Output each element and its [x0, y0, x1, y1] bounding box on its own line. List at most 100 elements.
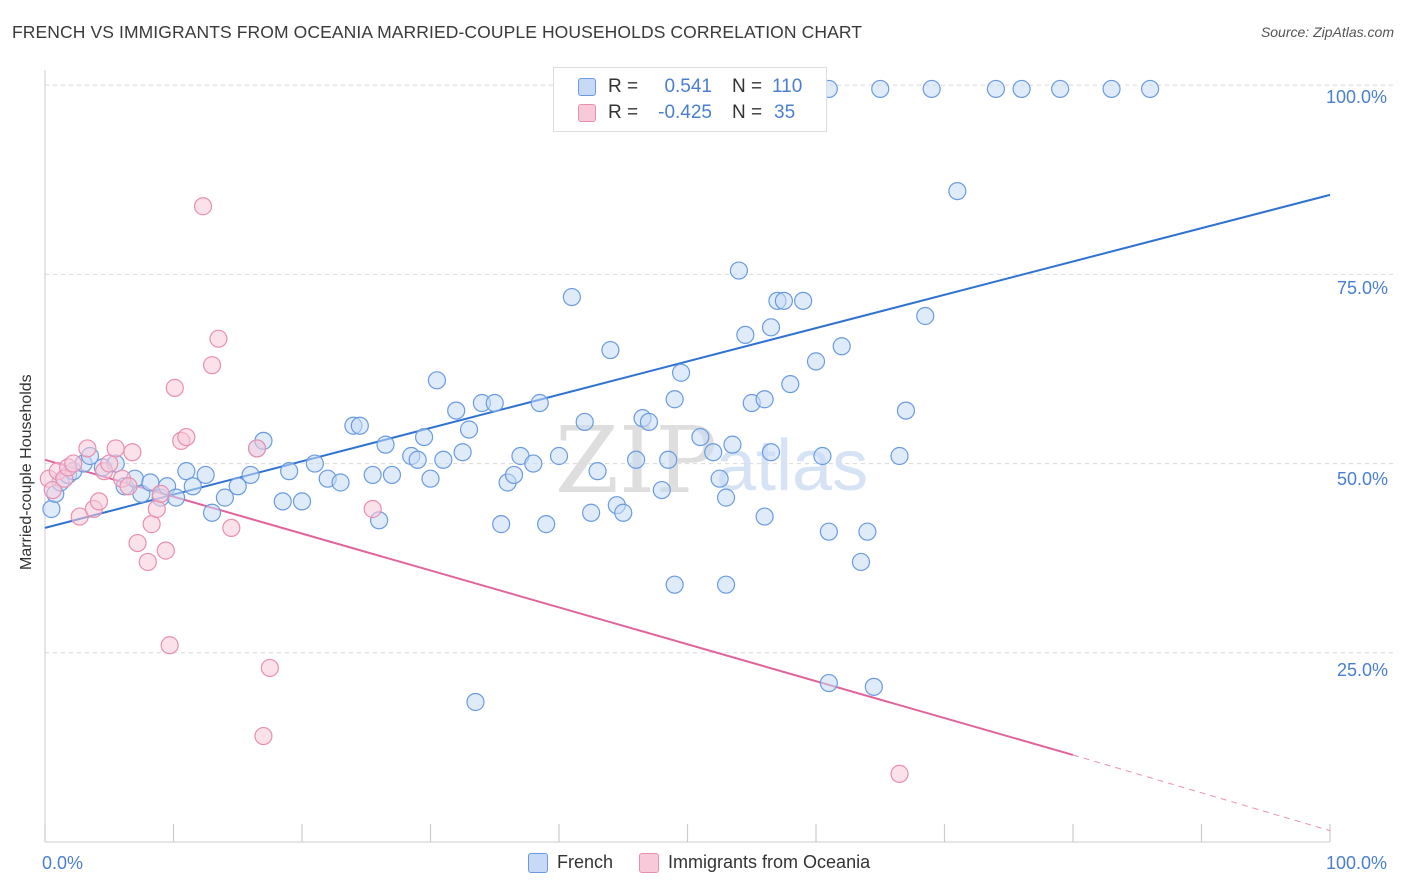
point-french [177, 462, 196, 481]
series-legend-french: French [528, 852, 613, 873]
point-french [871, 79, 890, 99]
point-french [447, 401, 466, 420]
axes [44, 70, 1331, 843]
point-oceania [209, 329, 228, 348]
point-french [716, 575, 736, 594]
point-oceania [177, 427, 196, 447]
point-french [626, 450, 646, 469]
point-french [582, 503, 601, 522]
point-oceania [151, 484, 170, 503]
point-french [665, 575, 684, 594]
point-french [421, 469, 440, 488]
legend-r-value: 0.541 [664, 76, 712, 97]
point-oceania [100, 454, 119, 473]
legend-n-label: N = [732, 102, 763, 123]
point-french [774, 291, 793, 310]
point-french [851, 552, 871, 572]
series-swatch-blue [528, 852, 548, 873]
legend-row-oceania: R = -0.425 N = 35 [578, 101, 795, 125]
point-french [575, 412, 594, 432]
point-french [794, 291, 813, 310]
point-french [671, 363, 691, 382]
point-french [485, 393, 504, 413]
point-french [215, 488, 234, 507]
point-french [414, 427, 434, 447]
point-oceania [70, 507, 89, 526]
point-french [492, 515, 511, 534]
point-french [806, 352, 826, 371]
legend-r-value: -0.425 [658, 102, 712, 123]
point-french [819, 522, 838, 541]
point-french [659, 450, 678, 469]
series-legend-oceania: Immigrants from Oceania [639, 852, 870, 873]
trend-line-oceania-extension [1072, 754, 1331, 832]
series-legend-label: French [557, 852, 614, 872]
point-french [453, 443, 472, 462]
point-french [704, 443, 723, 462]
legend-swatch-pink [578, 104, 596, 122]
point-french [736, 325, 755, 345]
point-french [665, 390, 684, 409]
point-french [819, 673, 838, 693]
point-oceania [147, 499, 166, 519]
point-oceania [156, 541, 175, 560]
point-french [350, 416, 369, 435]
point-french [1051, 79, 1070, 99]
point-french [42, 499, 61, 519]
point-french [858, 522, 877, 541]
point-french [280, 462, 299, 481]
point-oceania [142, 515, 161, 534]
point-french [781, 374, 800, 394]
point-french [1012, 79, 1031, 99]
point-french [382, 465, 402, 485]
watermark-atlas: atlas [716, 426, 868, 506]
legend-n-value: 35 [774, 102, 796, 123]
y-tick-label-75: 75.0% [1337, 278, 1389, 298]
point-french [530, 393, 549, 413]
point-french [601, 340, 620, 360]
point-french [427, 371, 447, 390]
point-french [408, 450, 427, 469]
point-oceania [193, 197, 213, 216]
legend-r-label: R = [608, 102, 639, 123]
point-french [434, 450, 453, 469]
series-swatch-pink [639, 852, 660, 873]
point-french [813, 446, 832, 466]
point-french [588, 462, 607, 481]
point-french [916, 306, 935, 326]
point-french [549, 446, 569, 466]
point-oceania [128, 533, 147, 553]
chart-title: FRENCH VS IMMIGRANTS FROM OCEANIA MARRIE… [12, 22, 863, 42]
point-french [948, 181, 967, 201]
legend-swatch-blue [578, 78, 596, 96]
point-french [986, 79, 1006, 99]
point-french [273, 492, 292, 511]
x-tick-label-0: 0.0% [42, 853, 84, 873]
point-french [202, 503, 222, 522]
point-french [832, 337, 851, 356]
point-french [196, 465, 215, 485]
y-tick-label-25: 25.0% [1337, 660, 1389, 680]
point-french [241, 465, 260, 485]
y-tick-label-100: 100.0% [1326, 87, 1388, 107]
point-french [459, 420, 479, 439]
point-oceania [123, 443, 142, 462]
point-oceania [363, 499, 382, 519]
point-french [639, 412, 659, 432]
point-oceania [254, 726, 273, 746]
point-oceania [138, 552, 157, 572]
point-oceania [247, 439, 267, 458]
point-french [1102, 79, 1121, 99]
point-french [691, 427, 710, 447]
point-french [1140, 79, 1160, 99]
correlation-legend: R = 0.541 N = 110 R = -0.425 N = 35 [553, 67, 827, 132]
chart-source: Source: ZipAtlas.com [1260, 24, 1394, 40]
point-french [755, 390, 774, 409]
point-oceania [222, 518, 241, 538]
legend-r-label: R = [608, 76, 639, 97]
legend-n-value: 110 [772, 76, 803, 97]
point-french [761, 443, 781, 462]
point-french [363, 465, 382, 485]
point-french [504, 465, 524, 485]
watermark: ZIP atlas [555, 407, 868, 514]
